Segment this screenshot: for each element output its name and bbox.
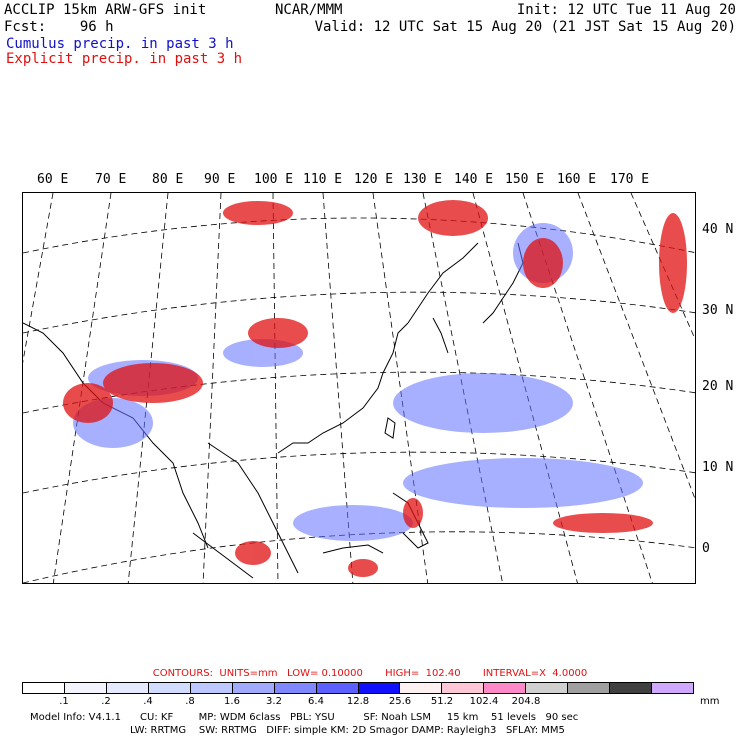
precip-map <box>22 192 696 584</box>
coast-bay-of-bengal <box>207 442 299 574</box>
explicit-area-sakhalin <box>523 238 563 288</box>
lat-line-20n <box>23 371 695 414</box>
colorbar-cell <box>358 683 401 693</box>
colorbar-tick-label: .8 <box>185 696 195 707</box>
explicit-area-philippines <box>403 498 423 528</box>
forecast-hour: Fcst: 96 h <box>4 19 114 35</box>
colorbar-tick-label: 6.4 <box>308 696 324 707</box>
lon-line-80e <box>127 193 169 583</box>
lat-label-30n: 30 N <box>702 303 734 318</box>
coast-taiwan <box>384 417 396 439</box>
colorbar-tick-label: 12.8 <box>346 696 370 707</box>
lon-line-120e <box>372 193 429 583</box>
lon-label-90e: 90 E <box>204 172 236 187</box>
cumulus-area-pacific <box>393 373 573 433</box>
explicit-area-borneo <box>348 559 378 577</box>
map-canvas <box>23 193 695 583</box>
fcst-label: Fcst: <box>4 19 47 35</box>
lat-label-40n: 40 N <box>702 222 734 237</box>
footer-physics-info: LW: RRTMG SW: RRTMG DIFF: simple KM: 2D … <box>130 725 565 736</box>
lon-label-100e: 100 E <box>254 172 294 187</box>
cumulus-area-tropics <box>403 458 643 508</box>
colorbar <box>22 682 694 694</box>
lon-label-60e: 60 E <box>37 172 69 187</box>
lon-label-80e: 80 E <box>152 172 184 187</box>
colorbar-cell <box>526 683 569 693</box>
lat-line-30n <box>23 291 695 334</box>
colorbar-tick-label: 102.4 <box>469 696 499 707</box>
lon-line-70e <box>52 193 112 583</box>
contour-info: CONTOURS: UNITS=mm LOW= 0.10000 HIGH= 10… <box>152 668 588 679</box>
explicit-area-tibet <box>248 318 308 348</box>
colorbar-cell <box>568 683 611 693</box>
lon-line-110e <box>322 193 354 583</box>
footer-model-info: Model Info: V4.1.1 CU: KF MP: WDM 6class… <box>30 712 579 723</box>
lon-line-100e <box>272 193 279 583</box>
colorbar-tick-label: 204.8 <box>511 696 541 707</box>
explicit-area-himalaya <box>103 363 203 403</box>
lat-line-40n <box>23 217 695 254</box>
colorbar-cell <box>64 683 107 693</box>
lon-label-150e: 150 E <box>505 172 545 187</box>
lon-label-70e: 70 E <box>95 172 127 187</box>
colorbar-cell <box>274 683 317 693</box>
lon-label-120e: 120 E <box>354 172 394 187</box>
colorbar-cell <box>610 683 653 693</box>
colorbar-cell <box>232 683 275 693</box>
colorbar-cell <box>652 683 693 693</box>
coast-sumatra <box>192 532 254 579</box>
init-time: Init: 12 UTC Tue 11 Aug 20 <box>516 2 736 18</box>
lon-label-170e: 170 E <box>610 172 650 187</box>
lon-label-110e: 110 E <box>303 172 343 187</box>
coast-philippines <box>392 492 429 549</box>
cumulus-area-scs <box>293 505 413 541</box>
lon-line-90e <box>202 193 222 583</box>
model-title: ACCLIP 15km ARW-GFS init <box>4 2 207 18</box>
lon-line-60e <box>23 193 54 364</box>
explicit-area-mongolia <box>223 201 293 225</box>
colorbar-tick-label: 51.2 <box>430 696 454 707</box>
legend-explicit: Explicit precip. in past 3 h <box>6 51 243 67</box>
explicit-precip <box>63 200 687 577</box>
colorbar-tick-label: 3.2 <box>266 696 282 707</box>
colorbar-cell <box>400 683 443 693</box>
colorbar-tick-label: 1.6 <box>224 696 240 707</box>
lat-line-10n <box>23 451 695 494</box>
coast-east-china <box>407 242 479 324</box>
explicit-area-tropical-pacific <box>553 513 653 533</box>
colorbar-tick-label: .2 <box>101 696 111 707</box>
colorbar-cell <box>442 683 485 693</box>
colorbar-cell <box>148 683 191 693</box>
colorbar-cell <box>484 683 527 693</box>
explicit-area-north-pacific <box>659 213 687 313</box>
colorbar-tick-label: 25.6 <box>388 696 412 707</box>
lon-label-160e: 160 E <box>557 172 597 187</box>
colorbar-cell <box>316 683 359 693</box>
colorbar-cell <box>106 683 149 693</box>
center-label: NCAR/MMM <box>275 2 343 18</box>
coast-south-china <box>277 322 409 454</box>
colorbar-tick-label: .4 <box>143 696 153 707</box>
coast-korea <box>432 317 449 354</box>
valid-time: Valid: 12 UTC Sat 15 Aug 20 (21 JST Sat … <box>314 19 736 35</box>
coast-borneo <box>322 544 384 554</box>
lat-label-20n: 20 N <box>702 379 734 394</box>
legend-cumulus: Cumulus precip. in past 3 h <box>6 36 234 52</box>
colorbar-cell <box>23 683 65 693</box>
colorbar-cell <box>190 683 233 693</box>
colorbar-tick-label: .1 <box>59 696 69 707</box>
colorbar-units: mm <box>700 696 720 707</box>
explicit-area-sumatra <box>235 541 271 565</box>
explicit-area-west-india <box>63 383 113 423</box>
explicit-area-manchuria <box>418 200 488 236</box>
lon-label-130e: 130 E <box>403 172 443 187</box>
lat-label-equator: 0 <box>702 541 710 556</box>
lon-label-140e: 140 E <box>454 172 494 187</box>
fcst-value: 96 h <box>79 19 114 35</box>
lat-label-10n: 10 N <box>702 460 734 475</box>
